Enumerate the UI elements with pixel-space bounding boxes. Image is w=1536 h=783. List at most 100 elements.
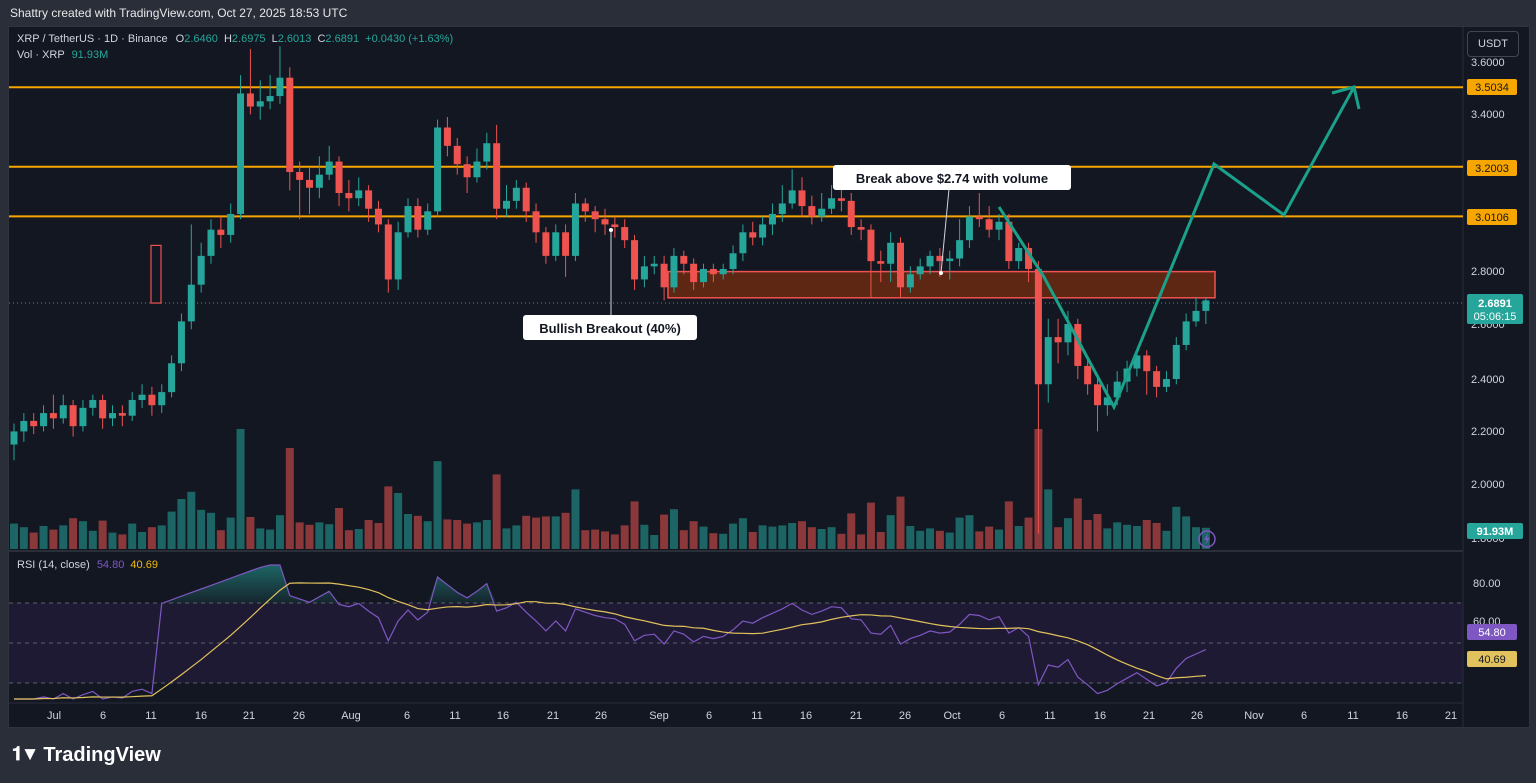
candle-body (118, 413, 126, 416)
volume-bar (344, 530, 353, 549)
callout1-box[interactable] (833, 165, 1071, 190)
candle-body (759, 224, 767, 238)
candle-body (384, 224, 392, 280)
candle-body (837, 198, 845, 201)
candle-body (1202, 300, 1210, 311)
candle-body (1133, 355, 1141, 369)
volume-value: 91.93M (71, 49, 109, 61)
candle-body (581, 203, 589, 212)
candle-body (1025, 248, 1033, 269)
candle-body (857, 227, 865, 230)
candle-body (20, 420, 28, 432)
candle-body (571, 203, 579, 256)
callout1-anchor (939, 271, 943, 275)
volume-bar (630, 501, 639, 549)
volume-bar (305, 524, 314, 549)
volume-bar (335, 508, 344, 549)
candle-body (246, 93, 254, 107)
time-axis[interactable]: Jul 6 11 16 21 26 Aug 6 11 16 21 26 Sep 6 11 16 21 26 Oct 6… (47, 710, 1457, 722)
currency-button[interactable]: USDT (1467, 31, 1519, 57)
volume-bar (522, 515, 531, 549)
breakout-zone[interactable] (150, 244, 1216, 304)
symbol-name[interactable]: XRP / TetherUS · 1D · Binance (17, 33, 168, 45)
volume-bar (541, 516, 550, 549)
close-label: C (317, 33, 326, 45)
volume-bar (551, 516, 560, 549)
volume-bar (216, 530, 225, 549)
volume-bar (59, 525, 68, 549)
candle-body (749, 232, 757, 238)
volume-bar (660, 514, 669, 549)
volume-bar (88, 530, 97, 549)
candle-body (187, 284, 195, 322)
volume-bar (748, 532, 757, 549)
volume-bar (463, 523, 472, 549)
rsi-value-tag-text: 54.80 (1478, 627, 1506, 639)
price-tick-2-2: 2.2000 (1471, 426, 1505, 438)
candle-body (887, 242, 895, 264)
volume-bar (778, 525, 787, 549)
volume-bar (1054, 527, 1063, 549)
candle-body (562, 232, 570, 256)
level-tag-3-2003-text: 3.2003 (1475, 163, 1509, 175)
candle-body (611, 224, 619, 228)
volume-legend[interactable]: Vol · XRP 91.93M (17, 49, 108, 61)
rsi-legend[interactable]: RSI (14, close) 54.80 40.69 (17, 559, 158, 571)
candle-body (10, 431, 18, 445)
candle-body (168, 363, 176, 393)
candle-body (1094, 384, 1101, 406)
tradingview-logo[interactable]: 𝟏▼ TradingView (12, 742, 161, 768)
lightning-icon[interactable] (1198, 530, 1216, 548)
candle-body (1192, 310, 1200, 322)
volume-bar (404, 514, 412, 549)
chart-frame[interactable]: XRP / TetherUS · 1D · Binance O2.6460 H2… (8, 26, 1530, 728)
candle-body (1103, 397, 1111, 406)
volume-bar (482, 520, 491, 549)
candle-body (709, 268, 717, 275)
candle-body (158, 392, 166, 406)
time-label-9: 16 (497, 710, 509, 722)
candle-body (985, 219, 993, 230)
price-tick-2-8: 2.8000 (1471, 266, 1505, 278)
candle-body (729, 253, 737, 269)
callout2-box[interactable] (523, 315, 697, 340)
symbol-legend[interactable]: XRP / TetherUS · 1D · Binance O2.6460 H2… (17, 33, 453, 45)
volume-bar (689, 521, 698, 549)
candle-body (650, 263, 658, 267)
candle-body (808, 206, 816, 217)
volume-bar (591, 529, 600, 549)
level-tag-3-0106-text: 3.0106 (1475, 212, 1509, 224)
volume-bar (1162, 530, 1171, 549)
candles[interactable] (10, 46, 1210, 534)
rsi-label: RSI (14, close) (17, 559, 90, 571)
volume-bar (1103, 528, 1112, 549)
time-label-8: 11 (449, 710, 460, 722)
price-chart[interactable]: Break above $2.74 with volume Bullish Br… (9, 27, 1529, 727)
rsi-ma-value: 40.69 (130, 559, 158, 571)
candle-body (483, 143, 491, 162)
volume-bar (256, 528, 265, 549)
volume-bar (512, 525, 521, 549)
volume-bar (995, 529, 1003, 549)
volume-bar (118, 534, 127, 549)
time-label-6: Aug (341, 710, 361, 722)
volume-bar (1152, 523, 1161, 549)
volume-bar (650, 535, 659, 549)
candle-body (995, 221, 1003, 230)
candle-body (778, 203, 786, 214)
candle-body (30, 420, 38, 427)
candle-body (306, 179, 313, 188)
volume-bar (157, 525, 166, 549)
time-label-21: 16 (1094, 710, 1106, 722)
candle-body (256, 101, 264, 107)
candle-body (325, 161, 333, 175)
candle-body (99, 399, 107, 419)
time-label-16: 21 (850, 710, 862, 722)
candle-body (1182, 321, 1190, 345)
lightning-glyph (1204, 533, 1210, 545)
projection-path[interactable] (997, 85, 1361, 411)
volume-bar (926, 528, 935, 549)
candle-body (1074, 324, 1082, 366)
time-label-1: 6 (100, 710, 106, 722)
volume-bar (502, 528, 511, 549)
